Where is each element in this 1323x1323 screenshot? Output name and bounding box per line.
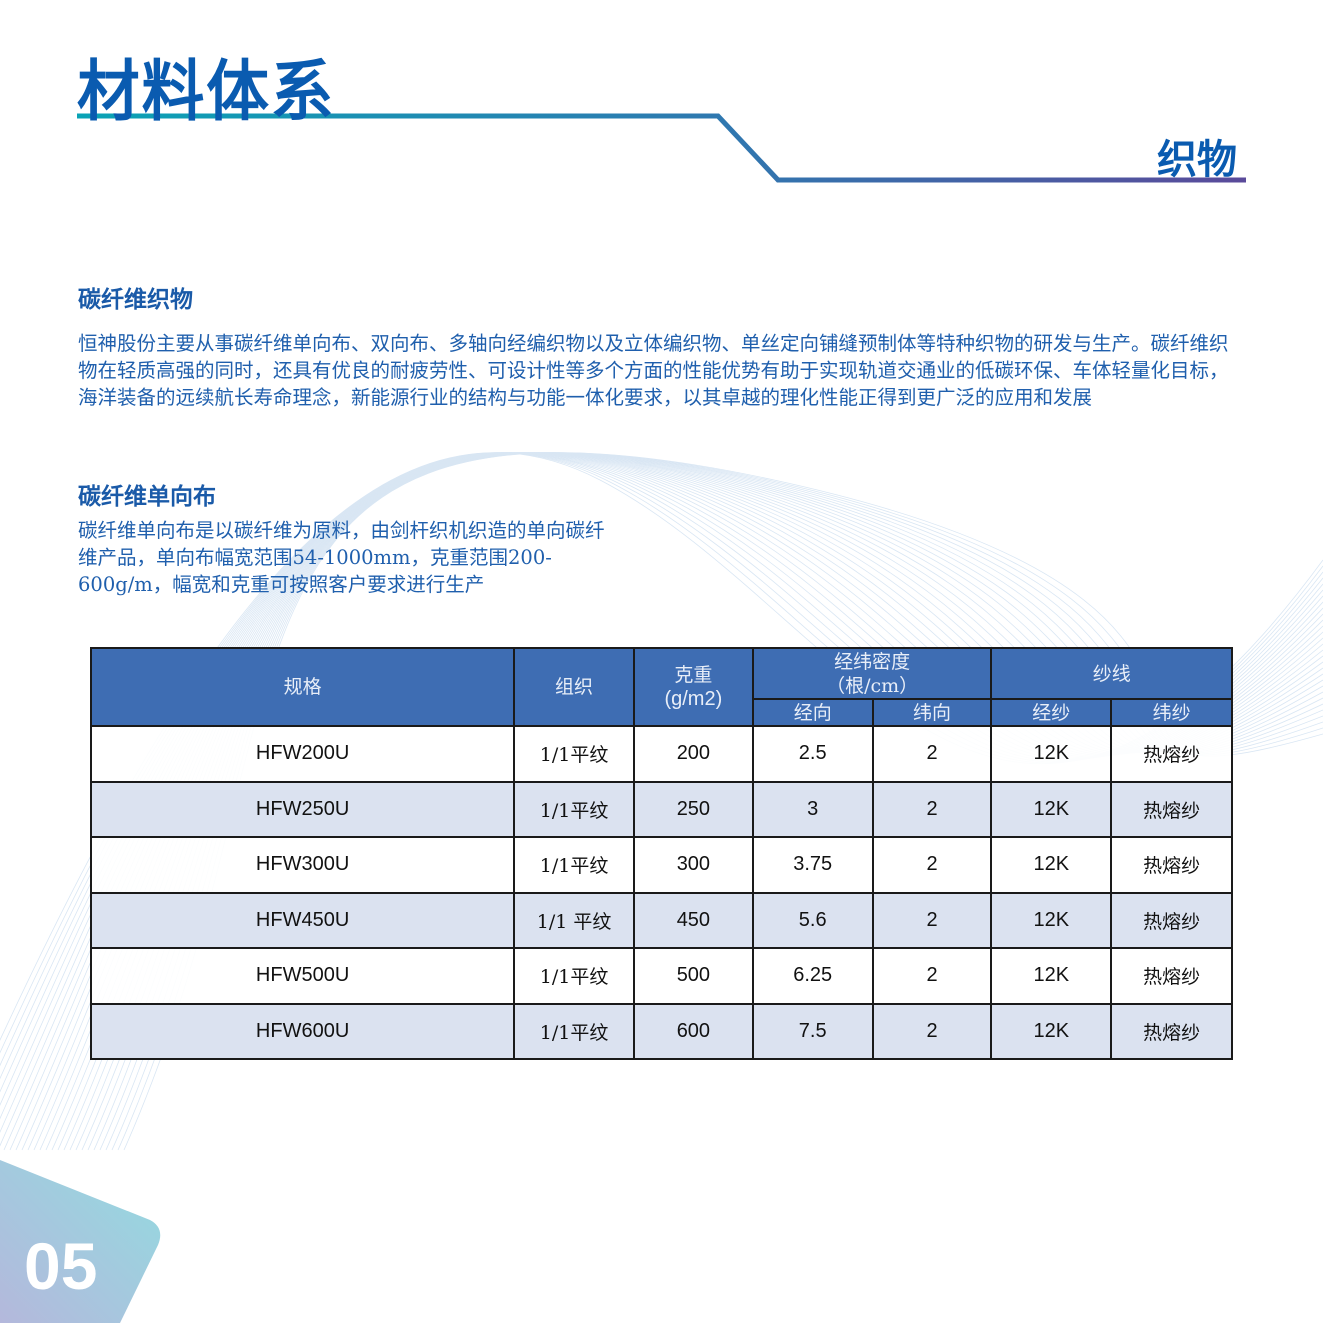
header-density: 经纬密度 （根/cm） bbox=[751, 647, 993, 700]
cell-weave: 1/1平纹 bbox=[513, 836, 635, 894]
section-title: 织物 bbox=[1157, 137, 1237, 183]
cell-warp-yarn: 12K bbox=[990, 725, 1113, 783]
cell-spec: HFW300U bbox=[89, 836, 516, 894]
cell-weight: 600 bbox=[632, 1002, 754, 1060]
header-weight-unit: (g/m2) bbox=[664, 688, 723, 710]
header-density-label: 经纬密度 bbox=[834, 650, 911, 673]
intro-heading: 碳纤维织物 bbox=[78, 287, 193, 313]
intro-paragraph: 恒神股份主要从事碳纤维单向布、双向布、多轴向经编织物以及立体编织物、单丝定向铺缝… bbox=[78, 332, 1229, 409]
header-warp-dir: 经向 bbox=[751, 698, 874, 727]
cell-weft-density: 2 bbox=[871, 725, 993, 783]
cell-weft-yarn: 热熔纱 bbox=[1110, 780, 1233, 838]
cell-weft-yarn: 热熔纱 bbox=[1110, 1002, 1233, 1060]
table-row: HFW300U 1/1平纹 300 3.75 2 12K 热熔纱 bbox=[89, 836, 1233, 894]
cell-warp-density: 3.75 bbox=[751, 836, 874, 894]
cell-weight: 250 bbox=[632, 780, 754, 838]
cell-weave: 1/1平纹 bbox=[513, 1002, 635, 1060]
cell-warp-density: 2.5 bbox=[751, 725, 874, 783]
cell-spec: HFW450U bbox=[89, 891, 516, 949]
header-yarn: 纱线 bbox=[990, 647, 1233, 700]
cell-warp-density: 3 bbox=[751, 780, 874, 838]
cell-weft-density: 2 bbox=[871, 836, 993, 894]
cell-weight: 200 bbox=[632, 725, 754, 783]
cell-weave: 1/1平纹 bbox=[513, 947, 635, 1005]
cell-warp-yarn: 12K bbox=[990, 836, 1113, 894]
cell-weight: 500 bbox=[632, 947, 754, 1005]
cell-spec: HFW500U bbox=[89, 947, 516, 1005]
header-weave: 组织 bbox=[513, 647, 635, 727]
header-divider-line bbox=[77, 113, 1246, 183]
cell-warp-yarn: 12K bbox=[990, 780, 1113, 838]
cell-weft-yarn: 热熔纱 bbox=[1110, 947, 1233, 1005]
header-spec: 规格 bbox=[89, 647, 516, 727]
cell-spec: HFW250U bbox=[89, 780, 516, 838]
cell-warp-yarn: 12K bbox=[990, 891, 1113, 949]
cell-warp-density: 5.6 bbox=[751, 891, 874, 949]
cell-warp-density: 7.5 bbox=[751, 1002, 874, 1060]
cell-weave: 1/1 平纹 bbox=[513, 891, 635, 949]
header-weft-yarn: 纬纱 bbox=[1110, 698, 1233, 727]
spec-table: 规格 组织 克重 (g/m2) 经纬密度 （根/cm） 纱线 经向 纬向 经纱 纬纱… bbox=[89, 647, 1233, 1060]
table-row: HFW250U 1/1平纹 250 3 2 12K 热熔纱 bbox=[89, 780, 1233, 838]
header-weight-label: 克重 bbox=[674, 664, 713, 686]
table-row: HFW200U 1/1平纹 200 2.5 2 12K 热熔纱 bbox=[89, 725, 1233, 783]
cell-weft-density: 2 bbox=[871, 947, 993, 1005]
cell-weft-yarn: 热熔纱 bbox=[1110, 836, 1233, 894]
header-weft-dir: 纬向 bbox=[871, 698, 993, 727]
cell-spec: HFW600U bbox=[89, 1002, 516, 1060]
cell-warp-density: 6.25 bbox=[751, 947, 874, 1005]
page-badge bbox=[0, 1160, 161, 1323]
cell-weft-density: 2 bbox=[871, 1002, 993, 1060]
cell-warp-yarn: 12K bbox=[990, 1002, 1113, 1060]
cell-weft-yarn: 热熔纱 bbox=[1110, 891, 1233, 949]
cell-weft-yarn: 热熔纱 bbox=[1110, 725, 1233, 783]
cell-weave: 1/1平纹 bbox=[513, 725, 635, 783]
header-weight: 克重 (g/m2) bbox=[632, 647, 754, 727]
page-title: 材料体系 bbox=[77, 53, 336, 130]
cell-weft-density: 2 bbox=[871, 780, 993, 838]
table-row: HFW450U 1/1 平纹 450 5.6 2 12K 热熔纱 bbox=[89, 891, 1233, 949]
header-density-unit: （根/cm） bbox=[826, 674, 919, 697]
cell-weave: 1/1平纹 bbox=[513, 780, 635, 838]
table-row: HFW500U 1/1平纹 500 6.25 2 12K 热熔纱 bbox=[89, 947, 1233, 1005]
cell-weight: 450 bbox=[632, 891, 754, 949]
table-row: HFW600U 1/1平纹 600 7.5 2 12K 热熔纱 bbox=[89, 1002, 1233, 1060]
page-number: 05 bbox=[24, 1229, 98, 1303]
unidirectional-heading: 碳纤维单向布 bbox=[78, 484, 216, 510]
header-warp-yarn: 经纱 bbox=[990, 698, 1113, 727]
unidirectional-paragraph: 碳纤维单向布是以碳纤维为原料，由剑杆织机织造的单向碳纤维产品，单向布幅宽范围54… bbox=[78, 519, 605, 596]
cell-spec: HFW200U bbox=[89, 725, 516, 783]
cell-warp-yarn: 12K bbox=[990, 947, 1113, 1005]
cell-weft-density: 2 bbox=[871, 891, 993, 949]
cell-weight: 300 bbox=[632, 836, 754, 894]
